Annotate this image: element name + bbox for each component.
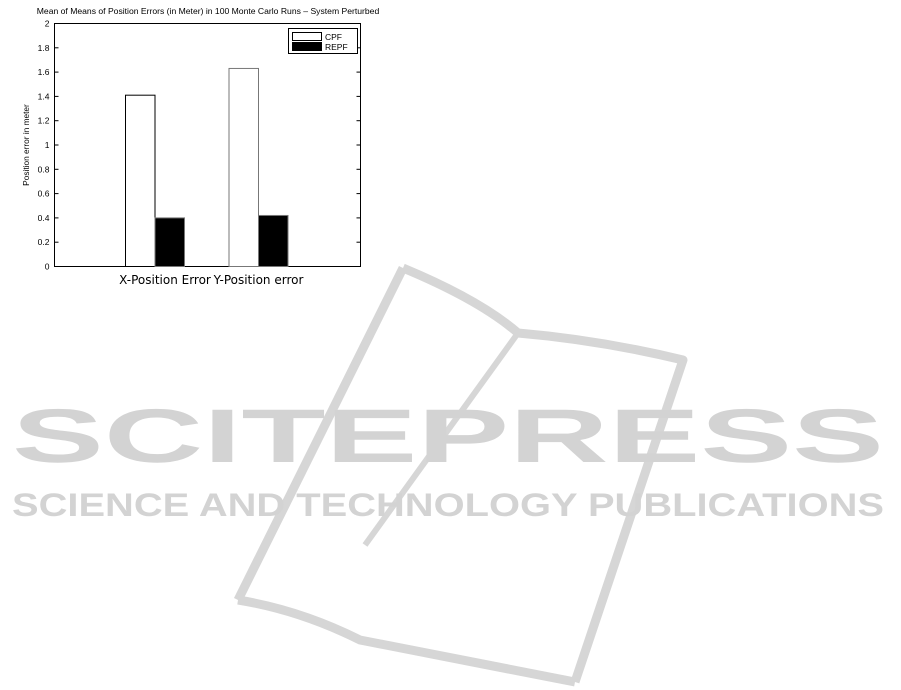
legend-swatch-repf [292, 42, 322, 51]
bars [125, 67, 289, 267]
bar-repf-x [154, 217, 185, 267]
legend-label-cpf: CPF [325, 32, 342, 42]
watermark-title: SCITEPRESS [12, 394, 884, 479]
y-tick-label: 1.6 [38, 67, 50, 77]
y-tick-label: 0.2 [38, 237, 50, 247]
legend-label-repf: REPF [325, 42, 348, 52]
y-tick-label: 1.8 [38, 43, 50, 53]
y-tick-label: 1.2 [38, 116, 50, 126]
y-tick-label: 2 [45, 19, 50, 29]
y-tick-label: 0 [45, 262, 50, 272]
bar-cpf-x [125, 94, 156, 267]
x-tick-labels: X-Position Error Y-Position error [119, 273, 303, 287]
x-tick-label: X-Position Error [119, 273, 211, 287]
legend-swatch-cpf [292, 32, 322, 41]
book-logo-icon [233, 263, 688, 687]
y-tick-label: 1.4 [38, 91, 50, 101]
watermark-subtitle: SCIENCE AND TECHNOLOGY PUBLICATIONS [12, 487, 884, 523]
y-tick-label: 0.6 [38, 189, 50, 199]
legend: CPF REPF [288, 28, 358, 54]
bar-repf-y [258, 214, 289, 267]
y-ticks: 0 0.2 0.4 0.6 0.8 1 1.2 1.4 1.6 1.8 2 [38, 19, 361, 272]
plot-area [54, 23, 361, 267]
y-tick-label: 0.8 [38, 164, 50, 174]
chart-title: Mean of Means of Position Errors (in Met… [37, 6, 380, 16]
y-tick-label: 1 [45, 140, 50, 150]
y-tick-label: 0.4 [38, 213, 50, 223]
bar-cpf-y [228, 67, 259, 267]
y-axis-label: Position error in meter [21, 104, 31, 186]
x-tick-label: Y-Position error [213, 273, 304, 287]
